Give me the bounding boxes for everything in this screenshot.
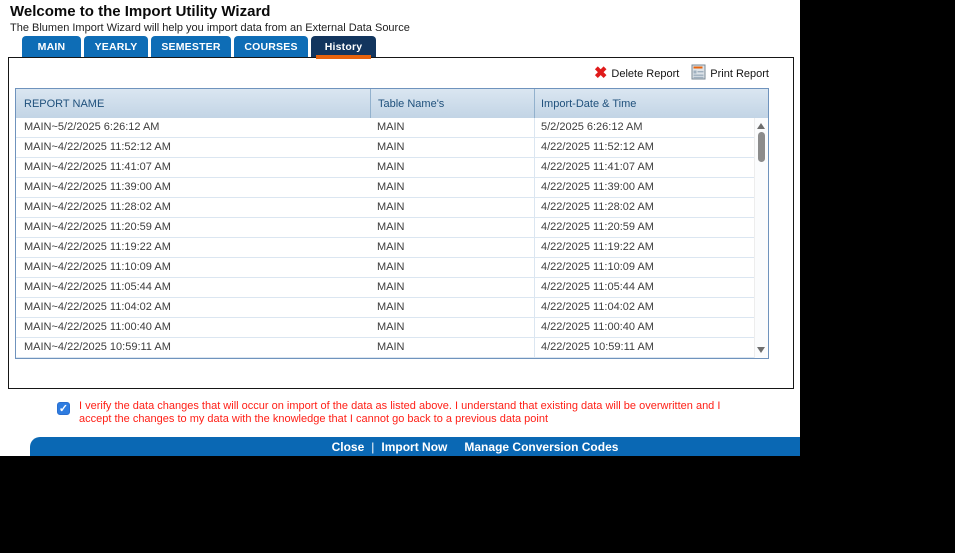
tab-label: COURSES [244,40,298,53]
cell-table-name: MAIN [377,141,405,153]
cell-import-date: 4/22/2025 11:41:07 AM [534,158,768,177]
wizard-window: Welcome to the Import Utility Wizard The… [0,0,800,456]
tab[interactable]: MAIN [22,36,81,57]
cell-table-name: MAIN [377,201,405,213]
cell-table-name: MAIN [377,301,405,313]
cell-table-name: MAIN [377,221,405,233]
column-header-table-names[interactable]: Table Name's [370,89,534,118]
print-report-label: Print Report [710,67,769,80]
cell-report-name: MAIN~4/22/2025 11:19:22 AM [24,241,171,253]
table-row[interactable]: MAIN~4/22/2025 11:20:59 AM MAIN 4/22/202… [16,218,768,238]
tab-bar: MAIN YEARLY SEMESTER COURSES History [22,36,376,59]
table-row[interactable]: MAIN~4/22/2025 11:41:07 AM MAIN 4/22/202… [16,158,768,178]
tab[interactable]: COURSES [234,36,308,57]
close-button[interactable]: Close [331,439,365,454]
print-report-button[interactable]: Print Report [679,64,769,83]
column-header-import-date[interactable]: Import-Date & Time [534,89,768,118]
cell-report-name: MAIN~4/22/2025 10:59:11 AM [24,341,171,353]
cell-import-date: 4/22/2025 11:05:44 AM [534,278,768,297]
tab[interactable]: History [311,36,376,59]
table-row[interactable]: MAIN~4/22/2025 10:59:11 AM MAIN 4/22/202… [16,338,768,358]
page-subtitle: The Blumen Import Wizard will help you i… [10,22,410,34]
cell-table-name: MAIN [377,321,405,333]
cell-report-name: MAIN~4/22/2025 11:20:59 AM [24,221,171,233]
manage-conversion-codes-button[interactable]: Manage Conversion Codes [464,439,619,454]
column-header-report-name[interactable]: REPORT NAME [24,97,105,110]
tab-label: History [324,40,363,53]
cell-table-name: MAIN [377,281,405,293]
footer-separator: | [371,439,375,454]
cell-report-name: MAIN~4/22/2025 11:00:40 AM [24,321,171,333]
history-panel: ✖ Delete Report Print Report [8,57,794,389]
cell-table-name: MAIN [377,121,405,133]
verify-checkbox[interactable] [57,402,70,415]
cell-report-name: MAIN~4/22/2025 11:04:02 AM [24,301,171,313]
reports-table: REPORT NAME Table Name's Import-Date & T… [15,88,769,359]
cell-import-date: 4/22/2025 11:04:02 AM [534,298,768,317]
table-header-row: REPORT NAME Table Name's Import-Date & T… [16,89,768,118]
cell-import-date: 4/22/2025 11:10:09 AM [534,258,768,277]
vertical-scrollbar[interactable] [754,118,768,358]
table-body: MAIN~5/2/2025 6:26:12 AM MAIN 5/2/2025 6… [16,118,768,358]
cell-report-name: MAIN~4/22/2025 11:05:44 AM [24,281,171,293]
table-row[interactable]: MAIN~5/2/2025 6:26:12 AM MAIN 5/2/2025 6… [16,118,768,138]
cell-table-name: MAIN [377,161,405,173]
tab[interactable]: SEMESTER [151,36,231,57]
table-row[interactable]: MAIN~4/22/2025 11:04:02 AM MAIN 4/22/202… [16,298,768,318]
delete-x-icon: ✖ [594,64,608,82]
cell-import-date: 5/2/2025 6:26:12 AM [534,118,768,137]
cell-table-name: MAIN [377,241,405,253]
tab-label: SEMESTER [161,40,221,53]
delete-report-button[interactable]: ✖ Delete Report [594,64,680,82]
verify-warning-text: I verify the data changes that will occu… [79,400,721,425]
tab-label: MAIN [37,40,66,53]
cell-report-name: MAIN~5/2/2025 6:26:12 AM [24,121,160,133]
print-report-icon [691,64,706,83]
import-now-button[interactable]: Import Now [381,439,448,454]
cell-import-date: 4/22/2025 10:59:11 AM [534,338,768,357]
scrollbar-thumb[interactable] [758,132,765,162]
table-row[interactable]: MAIN~4/22/2025 11:28:02 AM MAIN 4/22/202… [16,198,768,218]
cell-report-name: MAIN~4/22/2025 11:39:00 AM [24,181,171,193]
report-toolbar: ✖ Delete Report Print Report [594,64,769,83]
cell-report-name: MAIN~4/22/2025 11:41:07 AM [24,161,171,173]
cell-import-date: 4/22/2025 11:52:12 AM [534,138,768,157]
cell-import-date: 4/22/2025 11:28:02 AM [534,198,768,217]
scroll-up-icon[interactable] [757,123,765,129]
tab[interactable]: YEARLY [84,36,148,57]
cell-table-name: MAIN [377,261,405,273]
cell-report-name: MAIN~4/22/2025 11:52:12 AM [24,141,171,153]
cell-import-date: 4/22/2025 11:00:40 AM [534,318,768,337]
cell-import-date: 4/22/2025 11:20:59 AM [534,218,768,237]
cell-import-date: 4/22/2025 11:19:22 AM [534,238,768,257]
scroll-down-icon[interactable] [757,347,765,353]
cell-table-name: MAIN [377,181,405,193]
cell-table-name: MAIN [377,341,405,353]
table-row[interactable]: MAIN~4/22/2025 11:05:44 AM MAIN 4/22/202… [16,278,768,298]
table-row[interactable]: MAIN~4/22/2025 11:19:22 AM MAIN 4/22/202… [16,238,768,258]
table-row[interactable]: MAIN~4/22/2025 11:39:00 AM MAIN 4/22/202… [16,178,768,198]
footer-action-bar: Close | Import Now Manage Conversion Cod… [30,437,800,456]
cell-import-date: 4/22/2025 11:39:00 AM [534,178,768,197]
delete-report-label: Delete Report [611,67,680,80]
cell-report-name: MAIN~4/22/2025 11:10:09 AM [24,261,171,273]
table-row[interactable]: MAIN~4/22/2025 11:00:40 AM MAIN 4/22/202… [16,318,768,338]
confirmation-section: I verify the data changes that will occu… [57,400,727,425]
cell-report-name: MAIN~4/22/2025 11:28:02 AM [24,201,171,213]
table-row[interactable]: MAIN~4/22/2025 11:52:12 AM MAIN 4/22/202… [16,138,768,158]
tab-label: YEARLY [94,40,138,53]
page-title: Welcome to the Import Utility Wizard [10,3,271,20]
table-row[interactable]: MAIN~4/22/2025 11:10:09 AM MAIN 4/22/202… [16,258,768,278]
